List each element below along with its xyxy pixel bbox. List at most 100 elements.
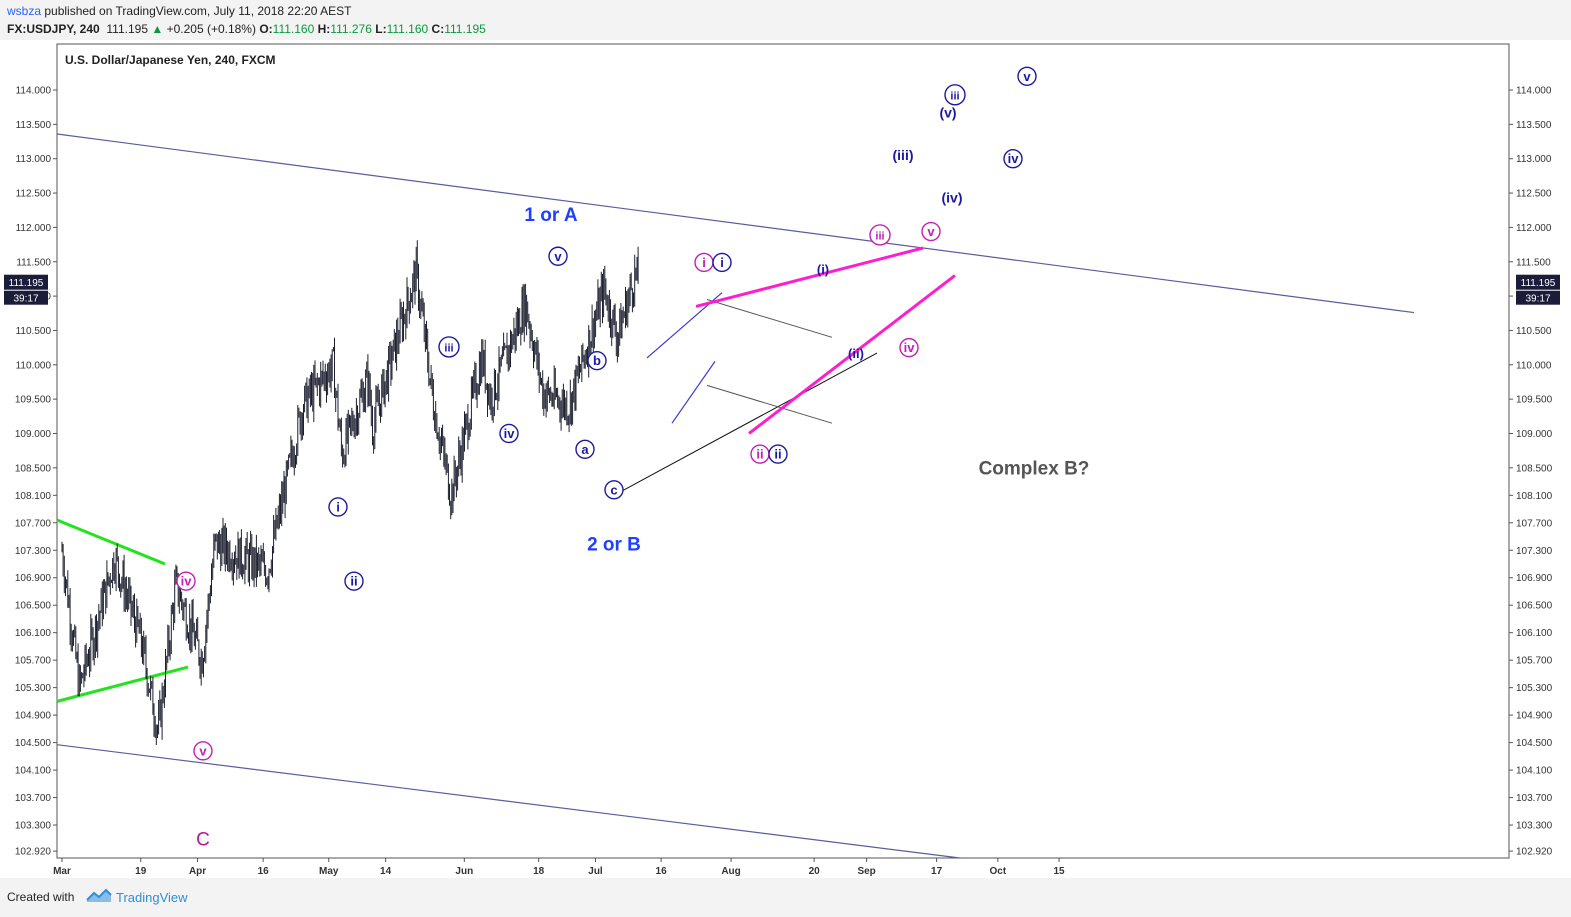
x-tick-label: May	[319, 866, 339, 877]
x-tick-label: 17	[931, 866, 943, 877]
change-up-icon: ▲	[151, 22, 164, 36]
last-price-label: 111.195	[1521, 278, 1556, 289]
wave-iii-navy-proj-circle	[944, 84, 966, 106]
created-with-text: Created with	[7, 890, 75, 904]
wave-i-navy-circle	[328, 497, 348, 517]
x-tick-label: Jun	[455, 866, 473, 877]
left-price-axis[interactable]: 114.000 113.500 113.000 112.500 112.000 111.5…	[4, 86, 57, 858]
paren-iii-label: (iii)	[893, 147, 914, 163]
last-price-label: 111.195	[9, 278, 44, 289]
y-tick-label: 106.500	[15, 601, 52, 612]
footer-bar: Created with TradingView	[0, 878, 1571, 917]
wave-ii-navy-circle	[344, 571, 364, 591]
magenta-upper-line	[695, 246, 924, 308]
lower-channel-line	[56, 744, 961, 859]
countdown-label: 39:17	[1525, 294, 1550, 305]
upper-channel-line	[56, 133, 1415, 314]
y-tick-label: 105.700	[15, 656, 52, 667]
y-tick-label: 106.900	[1516, 573, 1553, 584]
y-tick-label: 105.300	[15, 683, 52, 694]
wave-i-navy-2-circle	[712, 252, 732, 273]
last-price-tag	[4, 274, 48, 290]
chart-title: U.S. Dollar/Japanese Yen, 240, FXCM	[65, 53, 276, 67]
x-tick-label: Aug	[721, 866, 740, 877]
paren-ii-label: (ii)	[848, 346, 864, 361]
ohlc-line: FX:USDJPY, 240 111.195 ▲ +0.205 (+0.18%)…	[7, 22, 486, 36]
y-tick-label: 106.100	[1516, 628, 1553, 639]
right-price-axis[interactable]: 114.000 113.500 113.000 112.500 112.000 111.5…	[1509, 86, 1560, 858]
paren-iv-label: (iv)	[942, 190, 963, 206]
y-tick-label: 111.500	[16, 257, 51, 268]
wave-c-navy: c	[610, 482, 617, 497]
wave-v-navy: v	[554, 249, 562, 264]
y-tick-label: 113.000	[1516, 154, 1552, 165]
x-tick-label: Apr	[189, 866, 206, 877]
drawings-layer	[56, 133, 1415, 859]
wedge-support-line	[613, 352, 878, 496]
paren-v-label: (v)	[939, 105, 956, 121]
close-value: 111.195	[444, 22, 486, 36]
y-tick-label: 108.100	[15, 491, 52, 502]
y-tick-label: 112.000	[16, 223, 52, 234]
wave-iv-navy-proj-circle	[1003, 149, 1023, 169]
low-value: 111.160	[386, 22, 429, 36]
y-tick-label: 105.300	[1516, 683, 1553, 694]
wave-v-navy-circle	[548, 246, 568, 266]
open-value: 111.160	[272, 22, 315, 36]
y-tick-label: 108.100	[1516, 491, 1553, 502]
y-tick-label: 103.700	[1516, 793, 1553, 804]
triangle-upper-line	[56, 518, 166, 566]
channel-lower-line	[706, 384, 833, 424]
price-change: +0.205 (+0.18%)	[166, 22, 256, 36]
x-tick-label: 16	[258, 866, 270, 877]
wave-iv-navy-proj: iv	[1008, 151, 1020, 166]
magenta-lower-line	[748, 274, 956, 435]
complex-b-label: Complex B?	[979, 459, 1090, 480]
wave-v-navy-proj: v	[1023, 69, 1031, 84]
wave-iv-magenta-circle	[176, 571, 196, 591]
high-value: 111.276	[330, 22, 372, 36]
publisher-line: wsbza published on TradingView.com, July…	[7, 4, 351, 18]
y-tick-label: 104.900	[1516, 711, 1553, 722]
y-tick-label: 110.500	[1516, 326, 1552, 337]
price-chart[interactable]: 114.000 113.500 113.000 112.500 112.000 111.5…	[0, 40, 1571, 878]
wave-iv-magenta-2-circle	[899, 337, 919, 358]
y-tick-label: 110.000	[1516, 360, 1552, 371]
close-label: C:	[431, 22, 445, 36]
wave-c-navy-circle	[604, 480, 624, 500]
y-tick-label: 105.700	[1516, 656, 1553, 667]
y-tick-label: 110.500	[16, 326, 52, 337]
y-tick-label: 113.500	[1516, 120, 1552, 131]
y-tick-label: 109.000	[1516, 429, 1553, 440]
tradingview-logo-icon[interactable]	[86, 888, 112, 904]
y-tick-label: 102.920	[15, 847, 52, 858]
wave-iii-magenta: iii	[875, 230, 884, 242]
wave-v-magenta-circle	[193, 741, 213, 761]
wave-iv-magenta: iv	[181, 574, 193, 589]
y-tick-label: 103.300	[15, 821, 52, 832]
published-text: published on TradingView.com, July 11, 2…	[41, 4, 352, 18]
x-tick-label: Jul	[588, 866, 603, 877]
wave-iii-navy-proj: iii	[950, 90, 959, 102]
wave-i-navy: i	[336, 499, 340, 514]
y-tick-label: 107.700	[15, 518, 52, 529]
tradingview-brand[interactable]: TradingView	[116, 890, 188, 905]
y-tick-label: 112.500	[16, 189, 52, 200]
wave-ii-magenta: ii	[756, 447, 763, 462]
wave-iii-navy: iii	[444, 342, 453, 354]
y-tick-label: 108.500	[15, 463, 52, 474]
wave-v-magenta-2: v	[927, 224, 935, 239]
chart-panel[interactable]: 114.000 113.500 113.000 112.500 112.000 111.5…	[0, 40, 1571, 878]
publisher-username[interactable]: wsbza	[7, 4, 42, 18]
wave-label-1-or-a: 1 or A	[524, 205, 577, 226]
wave-label-2-or-b: 2 or B	[587, 534, 641, 555]
x-tick-label: 20	[809, 866, 821, 877]
y-tick-label: 113.500	[16, 120, 52, 131]
wave-v-magenta: v	[199, 743, 207, 758]
time-axis[interactable]: Mar 19 Apr 16 May 14 Jun 18 Jul 16 Aug 20 Sep 17 Oct 15	[53, 858, 1065, 877]
x-tick-label: Sep	[857, 866, 875, 877]
countdown-label: 39:17	[13, 294, 38, 305]
x-tick-label: 18	[533, 866, 545, 877]
last-price-tag	[1516, 274, 1560, 290]
